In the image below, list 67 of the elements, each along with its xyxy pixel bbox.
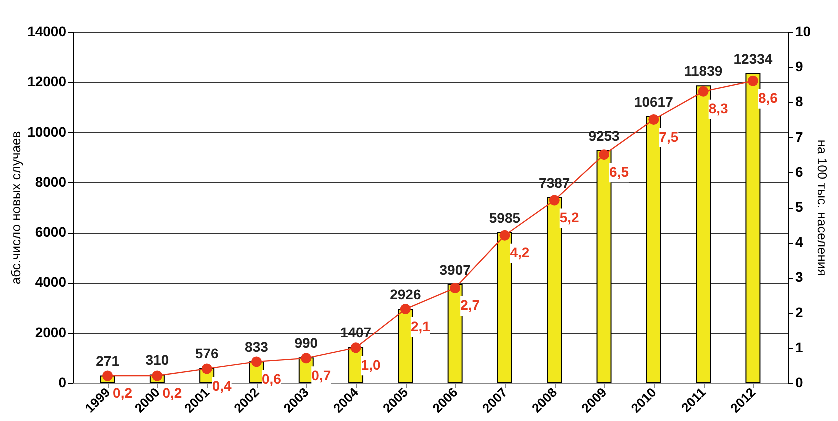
y-tick-label: 14000 [28,24,67,40]
y2-tick-label: 4 [796,234,804,250]
bar [646,116,662,384]
y2-tick-label: 6 [796,164,804,180]
data-label: 271 [96,353,120,370]
data-label: 4,2 [510,244,530,261]
y2-tick-label: 8 [796,94,804,110]
y2-tick-label: 7 [796,128,804,145]
point [698,86,709,97]
point [549,195,560,206]
y-tick-label: 8000 [35,174,67,190]
data-label: 0,2 [113,384,133,401]
data-label: 11839 [684,63,723,80]
point [152,370,163,382]
point [400,304,411,315]
bar [746,73,761,384]
bar [497,232,512,384]
y2-tick-label: 1 [796,339,804,356]
point [102,370,114,382]
data-label: 2926 [390,286,422,303]
y2-tick-label: 5 [796,199,804,215]
y-tick-label: 12000 [28,74,67,90]
data-label: 3907 [440,262,472,278]
point [202,364,212,374]
data-label: 0,6 [262,370,282,387]
data-label: 5985 [489,210,521,226]
y2-tick-label: 9 [796,58,804,75]
data-label: 10617 [634,94,674,110]
y2-tick-label: 3 [796,269,804,286]
data-label: 7,5 [659,128,679,145]
point [450,282,461,294]
data-label: 2,1 [410,318,431,334]
data-label: 8,3 [708,100,729,117]
y-tick-label: 0 [58,374,67,390]
data-label: 1,0 [361,356,381,373]
data-label: 6,5 [610,164,630,180]
point [251,356,262,368]
data-label: 0,2 [162,384,182,401]
y-tick-label: 10000 [28,124,67,140]
data-label: 12334 [734,50,773,67]
point [748,76,758,86]
data-label: 8,6 [758,90,778,106]
point [500,230,510,241]
point [648,114,660,125]
bar [596,150,612,384]
data-label: 5,2 [560,209,580,226]
bar [398,309,414,384]
y-tick-label: 4000 [35,274,67,290]
point [350,342,362,354]
y2-tick-label: 0 [796,374,804,390]
data-label: 990 [294,335,318,352]
data-label: 833 [245,339,269,356]
data-label: 2,7 [460,297,480,314]
data-label: 0,4 [212,378,232,394]
data-label: 0,7 [312,367,332,384]
bar [448,284,463,384]
y2-tick-label: 2 [796,304,804,320]
y-axis-title: абс.число новых случаев [8,131,24,285]
point [301,353,312,364]
y-tick-label: 2000 [35,324,67,340]
data-label: 9253 [588,128,620,144]
data-label: 310 [146,352,170,368]
y2-axis-title: на 100 тыс. населения [815,140,830,276]
data-label: 576 [195,346,219,362]
point [599,150,610,160]
y2-tick-label: 10 [796,24,812,40]
y-tick-label: 6000 [35,224,67,240]
